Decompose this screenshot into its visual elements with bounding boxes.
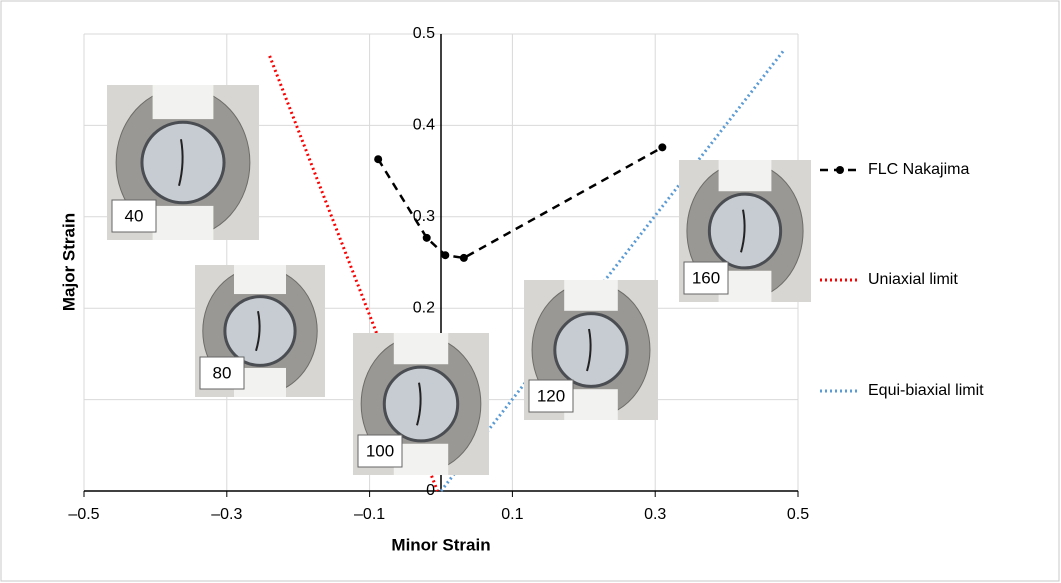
legend-label: Uniaxial limit [868, 271, 958, 288]
series-line [439, 49, 785, 492]
data-point [422, 233, 431, 242]
photo-label: 120 [537, 386, 565, 405]
photo-label: 100 [366, 441, 394, 460]
legend-label: FLC Nakajima [868, 161, 969, 178]
specimen-photo: 160 [679, 160, 811, 302]
y-tick-label: 0.4 [413, 117, 435, 134]
crack [178, 139, 184, 186]
specimen-photo: 40 [107, 85, 259, 240]
clamp-top [152, 85, 214, 120]
photo-label-box [528, 379, 574, 413]
series [374, 143, 667, 262]
x-tick-label: –0.1 [354, 506, 385, 523]
photo-label: 80 [213, 363, 232, 382]
x-tick-label: –0.3 [211, 506, 242, 523]
legend-label: Equi-biaxial limit [868, 382, 984, 399]
clamp-bottom [152, 205, 214, 240]
clamp-top [564, 280, 618, 311]
specimen-photo: 80 [195, 265, 325, 397]
data-point [459, 253, 468, 262]
specimen-photo: 120 [524, 280, 658, 420]
specimen-photo: 100 [353, 333, 489, 475]
y-tick-label: 0.5 [413, 25, 435, 42]
crack [586, 328, 592, 372]
photo-label: 40 [125, 206, 144, 225]
y-tick-label: 0.2 [413, 299, 435, 316]
x-tick-label: –0.5 [68, 506, 99, 523]
clamp-top [234, 265, 286, 295]
photo-label: 160 [692, 268, 720, 287]
x-tick-label: 0.1 [501, 506, 523, 523]
x-axis-title: Minor Strain [391, 535, 490, 554]
clamp-bottom [393, 443, 449, 475]
clamp-top [393, 333, 449, 365]
x-tick-label: 0.3 [644, 506, 666, 523]
y-axis-title: Major Strain [59, 213, 78, 311]
series [439, 49, 785, 492]
photo-label-box [357, 434, 403, 468]
clamp-top [718, 160, 772, 192]
photo-label-box [683, 261, 729, 295]
data-point [374, 155, 383, 164]
crack [255, 311, 261, 352]
legend-marker [836, 166, 844, 174]
y-tick-label: 0.3 [413, 208, 435, 225]
photo-label-box [111, 199, 157, 233]
x-tick-label: 0.5 [787, 506, 809, 523]
data-point [658, 143, 667, 152]
data-point [441, 251, 450, 260]
photo-label-box [199, 356, 245, 390]
crack [740, 209, 746, 253]
crack [416, 382, 422, 426]
